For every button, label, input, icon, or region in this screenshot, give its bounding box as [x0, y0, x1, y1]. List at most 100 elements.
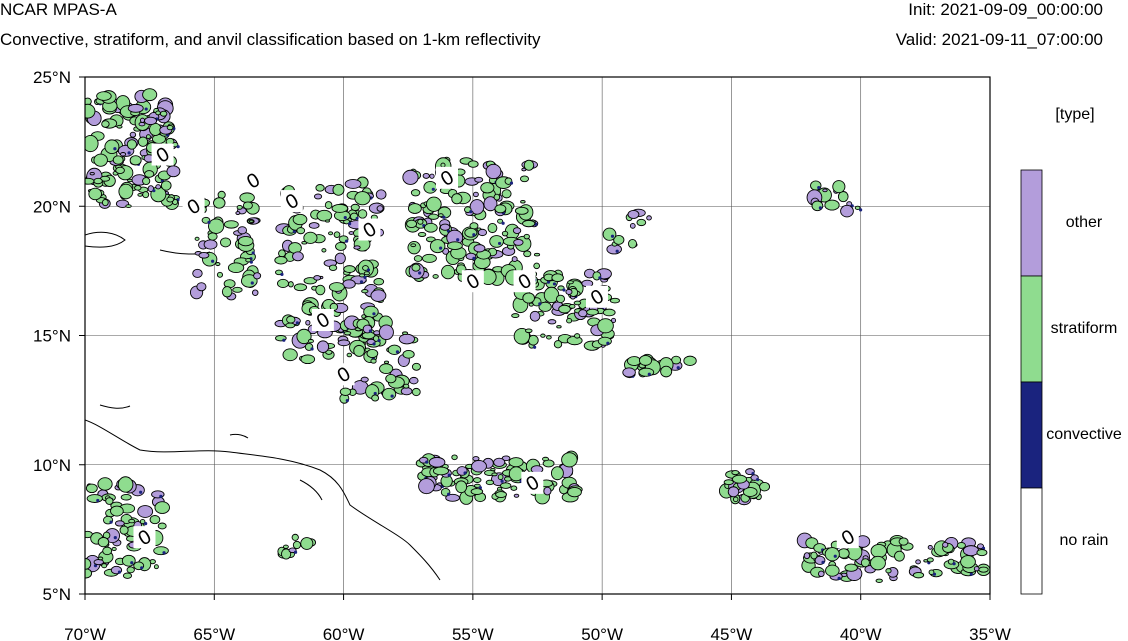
precip-cell	[810, 551, 818, 560]
precip-cell	[508, 457, 524, 468]
precip-cell	[451, 454, 458, 461]
precip-cell	[97, 556, 104, 561]
precip-cell	[470, 488, 484, 495]
convective-cell	[610, 234, 615, 238]
precip-cell	[514, 206, 529, 215]
precip-cell	[609, 297, 620, 304]
precip-cell	[324, 201, 333, 210]
precip-cell	[97, 536, 110, 548]
convective-cell	[606, 341, 610, 345]
precip-cell	[837, 191, 849, 203]
precip-cell	[477, 228, 488, 237]
convective-cell	[140, 566, 144, 570]
precip-cell	[875, 578, 883, 583]
precip-cell	[926, 557, 934, 563]
convective-cell	[833, 554, 837, 558]
convective-cell	[377, 338, 381, 343]
precip-cell	[282, 348, 298, 362]
precip-cell	[316, 209, 333, 222]
precip-cell	[973, 566, 980, 572]
precip-cell	[97, 477, 113, 491]
convective-cell	[509, 181, 514, 185]
precip-cell	[406, 219, 418, 229]
convective-cell	[431, 187, 435, 191]
precip-cell	[445, 493, 460, 502]
precip-cell	[731, 470, 740, 476]
precip-cell	[166, 165, 181, 178]
convective-cell	[250, 281, 254, 285]
precip-cell	[287, 281, 294, 288]
precip-cell	[440, 162, 446, 168]
precip-cell	[495, 491, 507, 498]
x-tick-label: 70°W	[64, 625, 106, 641]
precip-cell	[281, 548, 292, 560]
precip-cell	[366, 348, 379, 358]
precip-cell	[126, 566, 135, 574]
precip-cell	[232, 286, 243, 293]
convective-cell	[439, 246, 443, 250]
precip-cell	[213, 197, 226, 209]
precip-cell	[373, 278, 385, 286]
precip-cell	[101, 120, 110, 128]
precip-cell	[328, 231, 334, 236]
precip-cell	[208, 218, 225, 234]
precip-cell	[424, 222, 438, 233]
precip-cell	[469, 199, 485, 215]
precip-cell	[85, 177, 95, 185]
precip-cell	[370, 358, 377, 364]
precip-cell	[155, 184, 161, 190]
convective-cell	[859, 208, 863, 212]
precip-cell	[947, 558, 955, 565]
precip-cell	[733, 496, 739, 503]
precip-cell	[277, 278, 289, 288]
convective-cell	[310, 347, 314, 351]
precip-cell	[118, 183, 134, 200]
precip-cell	[446, 241, 463, 251]
convective-cell	[546, 280, 551, 284]
precip-cell	[88, 187, 102, 201]
convective-cell	[676, 366, 680, 370]
precip-cell	[441, 264, 455, 280]
precip-cell	[96, 91, 112, 101]
precip-cell	[139, 518, 146, 525]
precip-cell	[292, 251, 304, 262]
precip-cell	[139, 117, 146, 123]
convective-cell	[144, 107, 148, 111]
precip-cell	[898, 537, 909, 546]
precip-cell	[512, 227, 522, 234]
precip-cell	[291, 533, 299, 541]
precip-cell	[407, 241, 421, 255]
precip-cell	[143, 116, 158, 126]
convective-cell	[113, 536, 117, 540]
convective-cell	[368, 329, 373, 333]
precip-cell	[832, 180, 846, 194]
convective-cell	[372, 312, 376, 316]
convective-cell	[837, 576, 841, 580]
precip-cell	[105, 497, 114, 505]
precip-cell	[149, 515, 161, 525]
precip-cell	[523, 159, 535, 171]
precip-cell	[293, 283, 308, 292]
precip-cell	[962, 545, 980, 557]
precip-cell	[121, 554, 136, 567]
precip-cell	[303, 231, 318, 244]
convective-cell	[500, 479, 504, 483]
precip-cell	[114, 520, 125, 527]
precip-cell	[382, 387, 397, 401]
precip-cell	[142, 88, 158, 102]
convective-cell	[96, 498, 100, 503]
precip-cell	[533, 252, 541, 257]
precip-cell	[253, 272, 262, 280]
precip-cell	[223, 220, 239, 229]
precip-cell	[602, 308, 616, 317]
precip-cell	[278, 249, 286, 258]
convective-cell	[345, 398, 349, 403]
precip-cell	[473, 244, 486, 253]
precip-cell	[315, 184, 325, 192]
convective-cell	[562, 288, 566, 292]
precip-cell	[112, 155, 124, 165]
precip-cell	[636, 218, 647, 227]
precip-cell	[292, 540, 302, 550]
precip-cell	[127, 103, 144, 113]
precip-cell	[350, 203, 360, 211]
